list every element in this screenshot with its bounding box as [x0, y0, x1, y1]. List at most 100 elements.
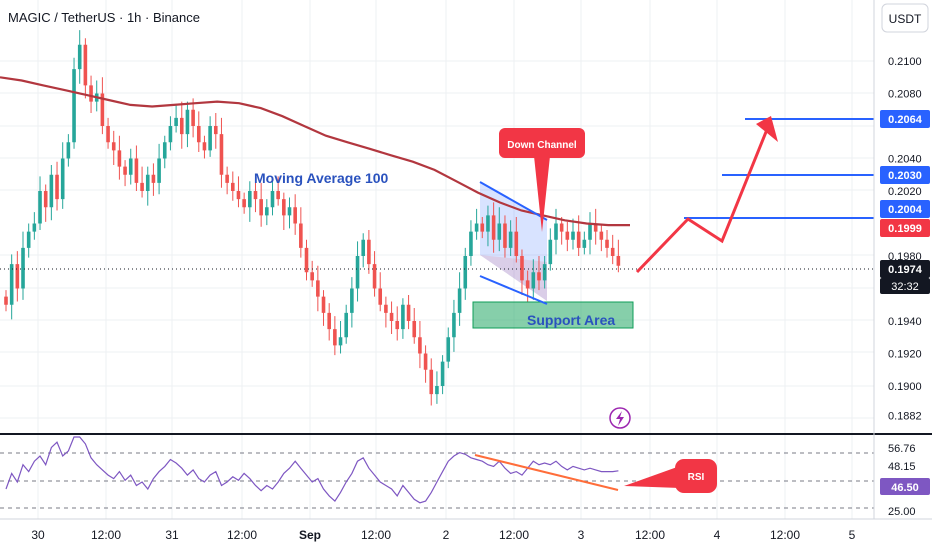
time-axis-label: 12:00	[227, 528, 257, 542]
candle-body	[480, 223, 485, 232]
candle-body	[457, 288, 462, 313]
candle-body	[474, 223, 479, 232]
currency-button-label[interactable]: USDT	[889, 12, 922, 26]
candle-body	[367, 239, 371, 265]
rsi-tick-label: 56.76	[888, 443, 916, 455]
candle-body	[248, 191, 252, 208]
candle-body	[270, 191, 275, 208]
candle-body	[9, 264, 14, 305]
candle-body	[55, 174, 59, 200]
price-tick-label: 0.2080	[888, 89, 922, 101]
candle-body	[384, 304, 388, 313]
price-badge-label: 0.1999	[888, 223, 922, 235]
candle-body	[162, 142, 167, 159]
candle-body	[4, 296, 8, 305]
projection-arrowhead	[756, 116, 778, 142]
candle-body	[378, 288, 383, 305]
price-axis-ticks: 0.21000.20800.20400.20200.19800.19600.19…	[888, 56, 922, 422]
countdown-badge	[880, 278, 930, 294]
candle-body	[179, 117, 184, 135]
candle-body	[401, 304, 405, 330]
candle-body	[38, 191, 42, 224]
candle-body	[140, 182, 144, 191]
chart-title[interactable]: MAGIC / TetherUS · 1h · Binance	[8, 10, 200, 25]
candle-body	[293, 207, 297, 224]
candle-body	[508, 231, 513, 248]
candle-body	[571, 231, 575, 240]
candle-body	[406, 304, 411, 321]
down-channel-lower-line	[479, 275, 548, 305]
price-badge	[880, 260, 930, 278]
candle-body	[542, 264, 547, 281]
price-tick-label: 0.1940	[888, 316, 922, 328]
rsi-callout-pointer	[624, 466, 680, 488]
moving-average-line	[0, 76, 630, 227]
candle-body	[548, 239, 553, 265]
candle-body	[327, 312, 331, 330]
time-axis-label: 3	[578, 528, 585, 542]
rsi-pane-background	[0, 435, 874, 519]
candle-body	[282, 199, 286, 216]
support-area-box	[472, 301, 634, 329]
candle-body	[537, 272, 541, 281]
candle-body	[338, 337, 343, 346]
main-pane-background	[0, 0, 874, 433]
candle-body	[491, 215, 496, 240]
candle-body	[72, 69, 76, 143]
candle-body	[123, 166, 127, 175]
candle-body	[60, 158, 65, 200]
down-channel-callout-pointer	[534, 156, 550, 232]
candle-body	[253, 191, 258, 200]
candle-body	[89, 85, 93, 102]
candle-body	[287, 207, 292, 216]
candle-body	[355, 256, 360, 289]
candle-body	[582, 239, 587, 248]
price-badge	[880, 110, 930, 128]
candle-body	[117, 150, 122, 167]
candle-body	[531, 272, 536, 289]
price-tick-label: 0.1920	[888, 349, 922, 361]
candle-body	[423, 353, 428, 370]
candle-body	[486, 215, 490, 232]
candle-body	[333, 329, 337, 346]
time-axis-label: 12:00	[91, 528, 121, 542]
candle-body	[276, 191, 280, 200]
candle-body	[435, 386, 439, 395]
rsi-axis-ticks: 56.76 48.15 25.00 46.50	[880, 443, 930, 518]
candle-body	[554, 223, 558, 240]
time-axis-label: 4	[714, 528, 721, 542]
candle-body	[412, 321, 417, 338]
candle-body	[66, 142, 71, 159]
candle-body	[576, 231, 581, 248]
grid	[0, 0, 874, 519]
candle-body	[304, 247, 309, 273]
candle-body	[310, 272, 314, 281]
candle-body	[83, 44, 88, 86]
candle-body	[361, 239, 366, 256]
candle-body	[43, 191, 48, 208]
rsi-callout-label: RSI	[688, 472, 705, 483]
price-badge	[880, 166, 930, 184]
price-axis-background	[874, 0, 932, 519]
currency-button[interactable]	[881, 3, 929, 33]
candle-body	[134, 158, 139, 183]
candle-body	[191, 109, 195, 126]
time-axis-label: 12:00	[770, 528, 800, 542]
candle-body	[463, 256, 468, 289]
candle-body	[565, 231, 570, 240]
candle-body	[32, 223, 37, 232]
time-axis-labels: 30 12:00 31 12:00 Sep 12:00 2 12:00 3 12:00 4 12:00…	[31, 528, 855, 542]
time-axis-label: 12:00	[499, 528, 529, 542]
candle-body	[15, 264, 20, 289]
down-channel-lower-fill	[480, 255, 547, 301]
candle-body	[219, 134, 224, 175]
rsi-tick-label: 25.00	[888, 506, 916, 518]
candle-body	[151, 174, 156, 183]
candle-body	[497, 223, 502, 240]
candle-body	[145, 174, 150, 191]
countdown-label: 32:32	[891, 281, 919, 293]
candle-body	[168, 126, 173, 143]
candle-body	[525, 280, 530, 289]
down-channel-label: Down Channel	[507, 140, 577, 151]
lightning-icon-bolt	[616, 411, 624, 426]
